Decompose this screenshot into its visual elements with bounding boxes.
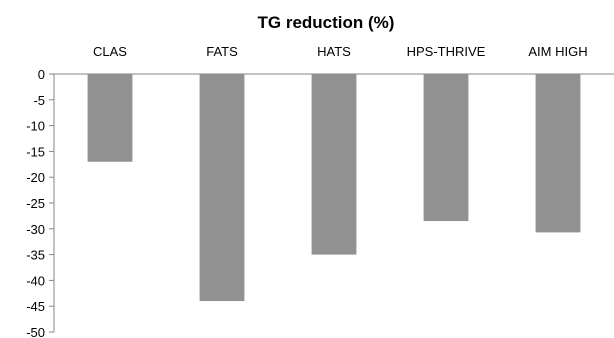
- bar-clas: [87, 74, 133, 162]
- y-tick-label: -20: [26, 170, 45, 185]
- category-label: HATS: [317, 44, 351, 59]
- y-tick-label: -50: [26, 325, 45, 338]
- y-axis: 0 -5 -10 -15 -20 -25 -30 -35 -40 -45 -50: [26, 67, 614, 338]
- y-tick-label: -25: [26, 196, 45, 211]
- y-tick-label: -5: [33, 93, 45, 108]
- y-tick-label: -10: [26, 119, 45, 134]
- bar-aim-high: [535, 74, 581, 233]
- y-tick-label: -15: [26, 144, 45, 159]
- bars: [87, 74, 581, 302]
- category-labels: CLAS FATS HATS HPS-THRIVE AIM HIGH: [93, 44, 588, 59]
- y-tick-label: -40: [26, 273, 45, 288]
- bar-hats: [311, 74, 357, 255]
- chart-title: TG reduction (%): [258, 13, 395, 32]
- y-tick-label: -45: [26, 299, 45, 314]
- category-label: AIM HIGH: [528, 44, 587, 59]
- bar-fats: [199, 74, 245, 302]
- category-label: CLAS: [93, 44, 127, 59]
- category-label: FATS: [206, 44, 238, 59]
- y-tick-label: -35: [26, 248, 45, 263]
- category-label: HPS-THRIVE: [407, 44, 486, 59]
- y-tick-label: 0: [38, 67, 45, 82]
- y-tick-label: -30: [26, 222, 45, 237]
- bar-hps-thrive: [423, 74, 469, 222]
